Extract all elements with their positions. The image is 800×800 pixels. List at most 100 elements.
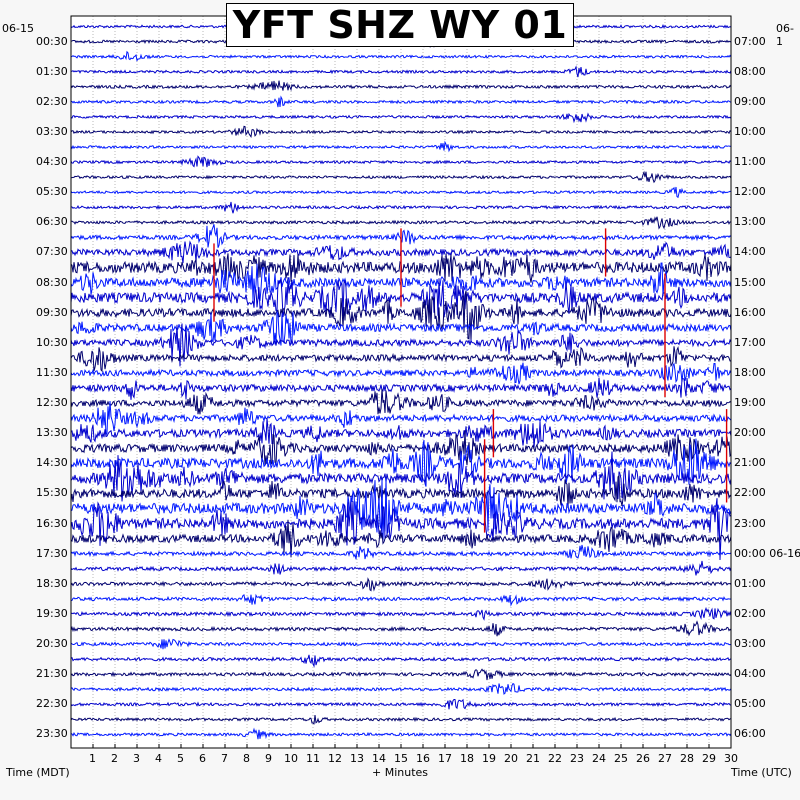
seismic-trace-5 (70, 95, 732, 108)
seismic-trace-10 (70, 170, 732, 184)
right-axis-title: Time (UTC) (731, 766, 792, 779)
seismic-trace-23 (70, 362, 732, 385)
right-time-tick-label: 11:00 (734, 155, 766, 169)
left-axis-title: Time (MDT) (6, 766, 70, 779)
x-tick-label: 1 (89, 752, 96, 765)
seismic-trace-21 (70, 323, 732, 367)
x-tick-label: 22 (548, 752, 562, 765)
seismic-trace-8 (70, 140, 732, 153)
x-tick-label: 28 (680, 752, 694, 765)
seismic-trace-30 (70, 451, 732, 502)
right-time-tick-label: 01:00 (734, 576, 766, 590)
right-time-tick-label: 10:00 (734, 124, 766, 138)
right-time-tick-label: 06:00 (734, 727, 766, 741)
left-time-tick-label: 00:30 (36, 34, 68, 48)
seismic-trace-42 (70, 654, 732, 668)
right-time-tick-label: 09:00 (734, 94, 766, 108)
left-time-tick-label: 09:30 (36, 305, 68, 319)
x-tick-label: 11 (306, 752, 320, 765)
right-time-tick-label: 18:00 (734, 365, 766, 379)
seismic-trace-27 (70, 418, 732, 449)
seismic-trace-28 (70, 430, 732, 467)
seismic-trace-43 (70, 668, 732, 681)
seismic-trace-2 (70, 50, 732, 62)
seismic-trace-26 (70, 401, 732, 437)
left-time-tick-label: 14:30 (36, 456, 68, 470)
x-tick-label: 3 (133, 752, 140, 765)
x-tick-label: 26 (636, 752, 650, 765)
left-time-tick-label: 20:30 (36, 637, 68, 651)
right-time-tick-label: 02:00 (734, 606, 766, 620)
left-time-tick-label: 08:30 (36, 275, 68, 289)
left-time-tick-label: 16:30 (36, 516, 68, 530)
seismic-trace-9 (70, 155, 732, 168)
right-time-tick-label: 12:00 (734, 185, 766, 199)
left-time-tick-label: 22:30 (36, 697, 68, 711)
seismic-trace-38 (70, 593, 732, 607)
x-tick-label: 4 (155, 752, 162, 765)
seismic-trace-36 (70, 560, 732, 576)
seismic-trace-7 (70, 125, 732, 138)
seismic-trace-45 (70, 698, 732, 710)
event-marker-group (213, 228, 728, 533)
seismic-trace-40 (70, 620, 732, 637)
x-tick-label: 5 (177, 752, 184, 765)
x-axis-title: + Minutes (372, 766, 429, 779)
right-time-tick-label: 13:00 (734, 215, 766, 229)
right-time-tick-label: 19:00 (734, 396, 766, 410)
left-time-tick-label: 06:30 (36, 215, 68, 229)
seismic-trace-37 (70, 577, 732, 592)
x-tick-label: 18 (460, 752, 474, 765)
x-tick-label: 2 (111, 752, 118, 765)
left-time-tick-label: 04:30 (36, 155, 68, 169)
left-time-tick-label: 05:30 (36, 185, 68, 199)
left-time-tick-label: 03:30 (36, 124, 68, 138)
x-tick-label: 15 (394, 752, 408, 765)
right-time-tick-label: 21:00 (734, 456, 766, 470)
right-time-tick-label: 15:00 (734, 275, 766, 289)
seismic-trace-25 (70, 388, 732, 415)
left-time-tick-label: 21:30 (36, 667, 68, 681)
left-time-tick-label: 17:30 (36, 546, 68, 560)
left-time-tick-label: 10:30 (36, 335, 68, 349)
seismic-trace-3 (70, 65, 732, 78)
seismic-trace-6 (70, 112, 732, 124)
x-axis-ticks (70, 744, 732, 748)
left-time-tick-label: 12:30 (36, 396, 68, 410)
right-time-tick-label: 03:00 (734, 637, 766, 651)
left-time-tick-label: 18:30 (36, 576, 68, 590)
x-tick-label: 20 (504, 752, 518, 765)
right-time-tick-label: 08:00 (734, 64, 766, 78)
x-tick-label: 6 (199, 752, 206, 765)
seismic-trace-32 (70, 477, 732, 541)
x-tick-label: 27 (658, 752, 672, 765)
x-tick-label: 10 (284, 752, 298, 765)
left-time-tick-label: 13:30 (36, 426, 68, 440)
x-tick-label: 14 (372, 752, 386, 765)
left-time-tick-label: 11:30 (36, 365, 68, 379)
seismic-trace-4 (70, 80, 732, 92)
x-tick-label: 23 (570, 752, 584, 765)
right-time-tick-label: 14:00 (734, 245, 766, 259)
seismic-trace-12 (70, 201, 732, 214)
left-time-tick-label: 02:30 (36, 94, 68, 108)
x-tick-label: 30 (724, 752, 738, 765)
x-tick-label: 21 (526, 752, 540, 765)
right-time-tick-label: 00:00 06-16 (734, 546, 800, 560)
right-time-tick-label: 16:00 (734, 305, 766, 319)
seismic-trace-44 (70, 682, 732, 695)
seismic-trace-34 (70, 519, 732, 558)
x-tick-label: 17 (438, 752, 452, 765)
seismic-trace-24 (70, 377, 732, 400)
seismic-trace-47 (70, 727, 732, 740)
minute-gridlines (92, 16, 710, 748)
right-time-tick-label: 17:00 (734, 335, 766, 349)
right-time-tick-label: 23:00 (734, 516, 766, 530)
seismic-trace-41 (70, 638, 732, 650)
left-date-label: 06-15 (2, 22, 34, 35)
chart-title: YFT SHZ WY 01 (226, 3, 574, 47)
seismic-trace-13 (70, 216, 732, 230)
right-time-tick-label: 05:00 (734, 697, 766, 711)
